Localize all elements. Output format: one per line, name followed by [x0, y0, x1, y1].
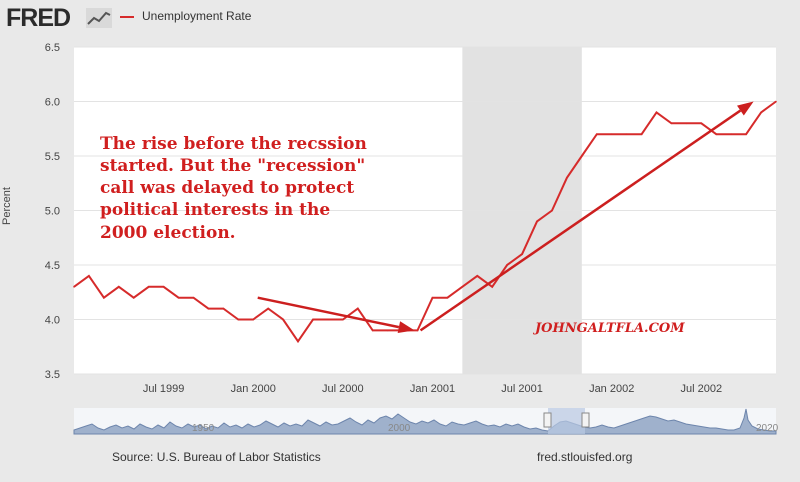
y-tick-label: 5.5	[45, 151, 60, 163]
data-point	[267, 307, 269, 310]
data-point	[312, 318, 314, 321]
data-point	[685, 122, 688, 125]
data-point	[745, 133, 747, 135]
data-point	[461, 286, 464, 288]
data-point	[118, 286, 120, 288]
x-tick-label: Jul 2002	[681, 383, 723, 395]
annotation-line-3: call was delayed to protect	[100, 178, 354, 198]
data-point	[147, 286, 150, 288]
x-tick-label: Jan 2001	[410, 383, 455, 395]
x-tick-label: Jul 2001	[501, 383, 543, 395]
watermark-text: JOHNGALTFLA.COM	[532, 321, 685, 336]
data-point	[431, 296, 434, 299]
y-tick-label: 5.0	[45, 206, 60, 218]
data-point	[297, 340, 299, 343]
data-point	[581, 155, 583, 157]
x-tick-label: Jul 1999	[143, 383, 185, 395]
header: FRED Unemployment Rate	[0, 0, 800, 36]
data-point	[162, 286, 165, 288]
data-point	[476, 275, 479, 277]
annotation-line-4: political interests in the	[100, 200, 330, 220]
data-point	[536, 220, 538, 223]
navigator-handle-left[interactable]	[543, 412, 552, 428]
x-tick-labels: Jul 1999 Jan 2000 Jul 2000 Jan 2001 Jul 2001…	[143, 383, 722, 395]
data-point	[356, 307, 359, 310]
data-point	[222, 307, 225, 310]
fred-url[interactable]: fred.stlouisfed.org	[537, 450, 633, 464]
data-point	[670, 122, 673, 125]
line-chart-icon	[86, 8, 112, 28]
arrow-2	[419, 101, 754, 332]
data-point	[700, 122, 703, 125]
annotation-line-1: The rise before the recssion	[100, 134, 367, 154]
y-tick-label: 3.5	[45, 369, 60, 381]
data-point	[416, 329, 419, 332]
data-point	[371, 329, 374, 332]
data-point	[551, 209, 553, 212]
data-point	[177, 296, 180, 299]
data-point	[521, 253, 523, 255]
data-point	[566, 177, 568, 179]
gridlines	[74, 46, 776, 375]
data-point	[610, 133, 613, 135]
data-point	[386, 329, 389, 332]
data-points	[73, 100, 777, 343]
y-tick-labels: 3.5 4.0 4.5 5.0 5.5 6.0 6.5	[45, 42, 60, 381]
navigator-handle-right[interactable]	[581, 412, 590, 428]
legend-label[interactable]: Unemployment Rate	[142, 9, 252, 23]
data-point	[132, 296, 135, 299]
data-point	[73, 286, 75, 288]
data-point	[252, 318, 255, 321]
legend-swatch	[120, 16, 134, 18]
source-text: Source: U.S. Bureau of Labor Statistics	[112, 450, 321, 464]
arrow-1	[257, 296, 415, 334]
data-point	[655, 111, 658, 114]
arrow-1-head	[397, 321, 415, 334]
series-line	[73, 100, 777, 344]
x-tick-label: Jan 2000	[231, 383, 276, 395]
data-point	[192, 296, 195, 299]
data-point	[327, 318, 329, 321]
navigator-label-3: 2020	[756, 423, 779, 434]
y-tick-label: 4.0	[45, 315, 60, 327]
data-point	[342, 318, 344, 321]
data-point	[730, 133, 732, 135]
navigator-label-1: 1950	[192, 423, 215, 434]
data-point	[446, 296, 449, 299]
fred-logo[interactable]: FRED	[6, 4, 71, 32]
arrow-2-head	[737, 101, 754, 116]
navigator-label-2: 2000	[388, 423, 411, 434]
annotation-line-5: 2000 election.	[100, 223, 236, 243]
chart-area: 3.54.04.55.05.56.06.5 Jul 1999 Jan 2000 Ju…	[45, 42, 779, 435]
data-point	[506, 264, 508, 266]
data-point	[103, 296, 105, 299]
y-tick-label: 4.5	[45, 260, 60, 272]
y-tick-label: 6.0	[45, 97, 60, 109]
data-point	[88, 275, 90, 277]
data-point	[715, 133, 718, 135]
data-point	[491, 286, 494, 288]
data-point	[640, 133, 643, 135]
data-point	[625, 133, 628, 135]
range-navigator[interactable]: 1950 2000 2020	[73, 408, 779, 435]
y-tick-label: 6.5	[45, 42, 60, 54]
data-point	[595, 133, 598, 135]
data-point	[282, 318, 284, 321]
x-tick-label: Jul 2000	[322, 383, 364, 395]
annotation-line-2: started. But the "recession"	[100, 156, 365, 176]
data-point	[207, 307, 210, 310]
x-tick-label: Jan 2002	[589, 383, 634, 395]
navigator-selection[interactable]	[548, 408, 585, 434]
data-point	[760, 111, 762, 114]
navigator-sparkline	[73, 408, 777, 435]
data-point	[775, 100, 777, 103]
data-point	[237, 318, 240, 321]
